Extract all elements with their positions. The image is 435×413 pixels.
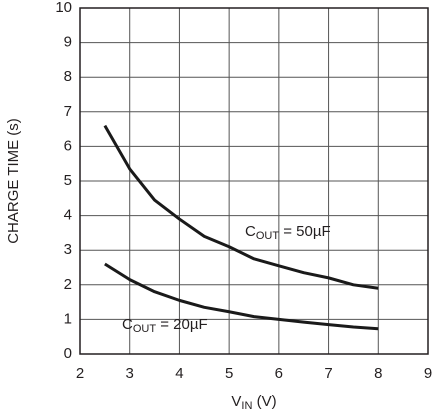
plot-frame — [79, 7, 429, 355]
series-label-tail: = 20µF — [156, 316, 208, 333]
y-tick-label: 0 — [64, 345, 72, 362]
y-tick-label: 10 — [55, 0, 72, 16]
data-line — [103, 124, 379, 290]
series-label: COUT = 20µF — [122, 316, 208, 335]
y-tick-label: 7 — [64, 103, 72, 120]
series-label-tail: = 50µF — [279, 223, 331, 240]
x-axis-label: VIN (V) — [231, 393, 276, 412]
y-tick-label: 2 — [64, 276, 72, 293]
x-tick-label: 8 — [374, 365, 382, 382]
x-tick-label: 2 — [76, 365, 84, 382]
series-label-sub: OUT — [256, 230, 280, 242]
x-tick-label: 6 — [275, 365, 283, 382]
y-tick-label: 1 — [64, 310, 72, 327]
series-label-sub: OUT — [133, 323, 157, 335]
y-tick-label: 9 — [64, 34, 72, 51]
x-axis-label-main: V — [231, 393, 241, 410]
x-axis-label-sub: IN — [241, 400, 252, 412]
y-tick-label: 4 — [64, 207, 72, 224]
y-tick-label: 3 — [64, 241, 72, 258]
x-tick-label: 3 — [126, 365, 134, 382]
series-label: COUT = 50µF — [245, 223, 331, 242]
series-label-main: C — [245, 223, 256, 240]
y-tick-label: 6 — [64, 137, 72, 154]
x-tick-label: 5 — [225, 365, 233, 382]
x-tick-label: 4 — [175, 365, 183, 382]
y-tick-label: 8 — [64, 68, 72, 85]
x-axis-label-tail: (V) — [252, 393, 276, 410]
x-tick-label: 7 — [324, 365, 332, 382]
data-line — [104, 262, 379, 331]
x-tick-label: 9 — [424, 365, 432, 382]
y-axis-label: CHARGE TIME (s) — [5, 118, 22, 244]
series-label-main: C — [122, 316, 133, 333]
y-tick-label: 5 — [64, 172, 72, 189]
